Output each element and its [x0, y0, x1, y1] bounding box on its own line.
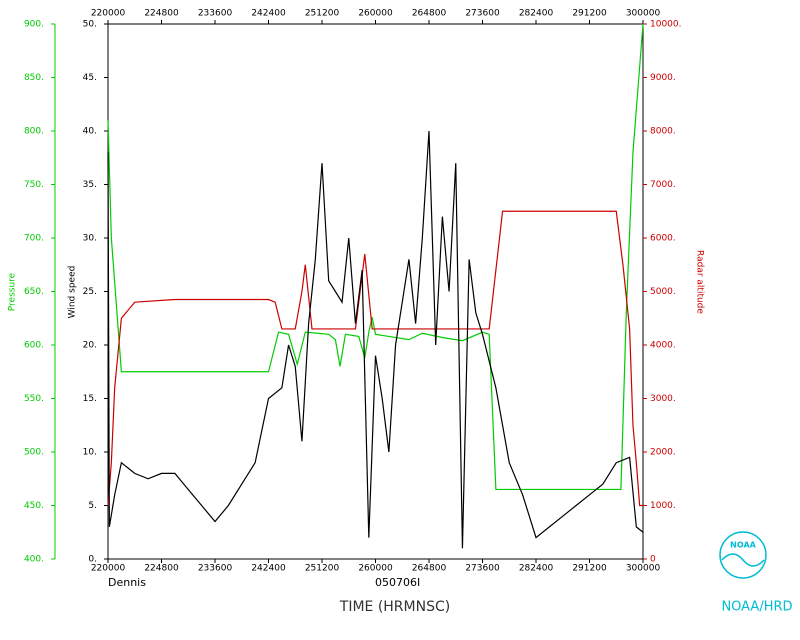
x-tick-label-top: 264800	[412, 9, 447, 19]
x-tick-label: 233600	[198, 564, 233, 574]
noaa-logo: NOAA	[719, 531, 767, 579]
y3-tick-label: 800.	[24, 127, 44, 137]
y2-tick-label: 5000.	[650, 287, 676, 297]
y3-tick-label: 600.	[24, 341, 44, 351]
x-tick-label: 224800	[144, 564, 179, 574]
y2-tick-label: 3000.	[650, 394, 676, 404]
y-tick-label: 35.	[83, 180, 97, 190]
x-tick-label-top: 233600	[198, 9, 233, 19]
y3-tick-label: 400.	[24, 555, 44, 565]
y-tick-label: 45.	[83, 73, 97, 83]
logo-wave	[721, 553, 765, 567]
y3-tick-label: 850.	[24, 73, 44, 83]
y3-tick-label: 550.	[24, 394, 44, 404]
y-tick-label: 5.	[88, 501, 97, 511]
x-axis-label: TIME (HRMNSC)	[339, 599, 450, 615]
x-tick-label-top: 224800	[144, 9, 179, 19]
y3-tick-label: 900.	[24, 20, 44, 30]
y-tick-label: 50.	[83, 20, 97, 30]
credit: NOAA/HRD	[721, 600, 792, 615]
y3-tick-label: 450.	[24, 501, 44, 511]
x-tick-label-top: 260000	[358, 9, 393, 19]
y-tick-label: 15.	[83, 394, 97, 404]
flight-id: 050706I	[375, 576, 420, 589]
x-tick-label: 273600	[465, 564, 500, 574]
y2-tick-label: 2000.	[650, 448, 676, 458]
x-tick-label-top: 291200	[572, 9, 607, 19]
y-tick-label: 10.	[83, 448, 97, 458]
pressure-label: Pressure	[8, 272, 18, 311]
radar-label: Radar altitude	[695, 250, 705, 314]
x-tick-label-top: 273600	[465, 9, 500, 19]
logo-ring	[719, 531, 767, 579]
x-tick-label-top: 251200	[305, 9, 340, 19]
y2-tick-label: 4000.	[650, 341, 676, 351]
plot-frame	[107, 23, 644, 560]
y3-tick-label: 650.	[24, 287, 44, 297]
y2-tick-label: 9000.	[650, 73, 676, 83]
y-tick-label: 0.	[88, 555, 97, 565]
x-tick-label: 282400	[519, 564, 554, 574]
series-line	[107, 23, 644, 491]
storm-name: Dennis	[108, 576, 146, 589]
x-tick-label: 260000	[358, 564, 393, 574]
y2-tick-label: 1000.	[650, 501, 676, 511]
y2-tick-label: 10000.	[650, 20, 682, 30]
series-line	[107, 130, 644, 549]
x-tick-label: 291200	[572, 564, 607, 574]
series-line	[107, 210, 643, 507]
wind-label: Wind speed	[68, 266, 78, 319]
y3-tick-label: 700.	[24, 234, 44, 244]
x-tick-label: 300000	[626, 564, 661, 574]
y-tick-label: 20.	[83, 341, 97, 351]
y-tick-label: 40.	[83, 127, 97, 137]
y-tick-label: 30.	[83, 234, 97, 244]
x-tick-label-top: 300000	[626, 9, 661, 19]
y3-tick-label: 500.	[24, 448, 44, 458]
x-tick-label-top: 220000	[91, 9, 126, 19]
x-tick-label: 251200	[305, 564, 340, 574]
y2-tick-label: 6000.	[650, 234, 676, 244]
y3-tick-label: 750.	[24, 180, 44, 190]
logo-text: NOAA	[730, 541, 756, 550]
x-tick-label: 242400	[251, 564, 286, 574]
y2-tick-label: 8000.	[650, 127, 676, 137]
y-tick-label: 25.	[83, 287, 97, 297]
y2-tick-label: 7000.	[650, 180, 676, 190]
x-tick-label: 220000	[91, 564, 126, 574]
x-tick-label-top: 282400	[519, 9, 554, 19]
y2-tick-label: 0	[650, 555, 656, 565]
x-tick-label-top: 242400	[251, 9, 286, 19]
x-tick-label: 264800	[412, 564, 447, 574]
